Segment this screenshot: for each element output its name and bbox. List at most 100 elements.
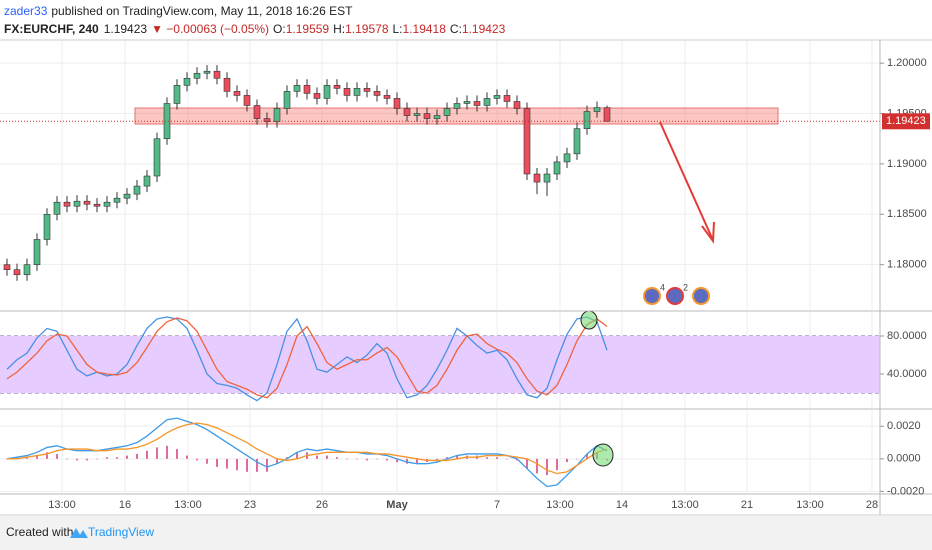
published: published on TradingView.com, May 11, 20… <box>51 4 353 18</box>
candle-body <box>33 239 41 265</box>
indicator-line <box>6 316 608 402</box>
histogram-bar <box>156 447 158 459</box>
footer-text: Created with <box>6 525 73 539</box>
x-tick-label: 13:00 <box>671 499 699 511</box>
candle-body <box>513 101 521 109</box>
x-tick-label: 13:00 <box>796 499 824 511</box>
y-tick-label: 80.0000 <box>887 330 927 342</box>
histogram-bar <box>206 458 208 464</box>
candle-body <box>343 88 351 96</box>
histogram-bar <box>126 455 128 459</box>
candle-body <box>293 85 301 92</box>
candle-body <box>113 197 121 203</box>
histogram-bar <box>296 452 298 459</box>
x-tick-label: 21 <box>741 499 753 511</box>
y-tick-label: 1.18500 <box>887 208 927 220</box>
histogram-bar <box>116 457 118 459</box>
candle-body <box>353 88 361 96</box>
histogram-bar <box>286 457 288 459</box>
histogram-bar <box>586 453 588 459</box>
candle-body <box>273 108 281 122</box>
x-tick-label: 23 <box>244 499 256 511</box>
candle-body <box>483 98 491 106</box>
x-tick-label: 28 <box>866 499 878 511</box>
candle-body <box>573 128 581 155</box>
candle-body <box>253 105 261 119</box>
histogram-bar <box>506 458 508 460</box>
histogram-bar <box>176 449 178 459</box>
histogram-bar <box>416 458 418 464</box>
highlight-circle <box>592 443 614 467</box>
change: ▼ −0.00063 (−0.05%) <box>151 22 269 36</box>
histogram-bar <box>486 457 488 459</box>
close-label: C: <box>450 22 462 36</box>
candle-body <box>243 95 251 106</box>
candle-body <box>233 91 241 96</box>
x-tick-label: 26 <box>316 499 328 511</box>
last-price-box <box>882 113 930 130</box>
candle-body <box>403 108 411 116</box>
histogram-bar <box>566 458 568 463</box>
footer-brand[interactable]: TradingView <box>88 525 154 539</box>
histogram-bar <box>106 457 108 459</box>
candle-body <box>443 108 451 116</box>
y-tick-label: -0.0020 <box>887 485 924 497</box>
y-tick-label: 1.20000 <box>887 57 927 69</box>
event-icon[interactable] <box>692 287 710 305</box>
open-label: O: <box>273 22 286 36</box>
histogram-bar <box>96 458 98 460</box>
candle-body <box>463 101 471 104</box>
author[interactable]: zader33 <box>4 4 48 18</box>
histogram-bar <box>446 457 448 459</box>
histogram-bar <box>276 458 278 464</box>
histogram-bar <box>216 458 218 467</box>
candle-body <box>333 85 341 89</box>
y-tick-label: 1.19000 <box>887 158 927 170</box>
candle-body <box>363 88 371 92</box>
histogram-bar <box>556 458 558 471</box>
event-icon[interactable] <box>666 287 684 305</box>
histogram-bar <box>326 455 328 459</box>
y-tick-label: 40.0000 <box>887 368 927 380</box>
histogram-bar <box>196 458 198 461</box>
indicator-line <box>6 317 608 399</box>
header-line: zader33 published on TradingView.com, May… <box>4 4 353 18</box>
x-tick-label: 16 <box>119 499 131 511</box>
histogram-bar <box>36 455 38 459</box>
event-icon[interactable] <box>643 287 661 305</box>
open-value: 1.19559 <box>286 22 330 36</box>
histogram-bar <box>536 458 538 474</box>
candle-body <box>373 91 381 96</box>
arrow-line <box>659 121 713 239</box>
histogram-bar <box>436 458 438 461</box>
histogram-bar <box>456 455 458 459</box>
histogram-bar <box>316 455 318 459</box>
y-tick-label: 0.0020 <box>887 420 921 432</box>
candle-body <box>13 269 21 276</box>
candle-body <box>183 77 191 86</box>
candle-body <box>563 153 571 163</box>
candle-body <box>73 200 81 207</box>
histogram-bar <box>76 458 78 461</box>
candle-body <box>163 103 171 140</box>
x-tick-label: 7 <box>494 499 500 511</box>
arrow-head <box>701 221 715 244</box>
candle-body <box>213 70 221 79</box>
candle-body <box>143 175 151 187</box>
candle-body <box>503 95 511 102</box>
histogram-bar <box>166 445 168 459</box>
candle-body <box>453 103 461 109</box>
low-label: L: <box>393 22 403 36</box>
candle-body <box>313 93 321 99</box>
candle-body <box>523 108 531 175</box>
candle-body <box>223 77 231 92</box>
histogram-bar <box>546 458 548 476</box>
histogram-bar <box>496 457 498 459</box>
histogram-bar <box>26 457 28 459</box>
candle-body <box>493 95 501 99</box>
histogram-bar <box>526 458 528 469</box>
event-badges: 4 2 <box>643 282 710 305</box>
candle-body <box>383 95 391 99</box>
